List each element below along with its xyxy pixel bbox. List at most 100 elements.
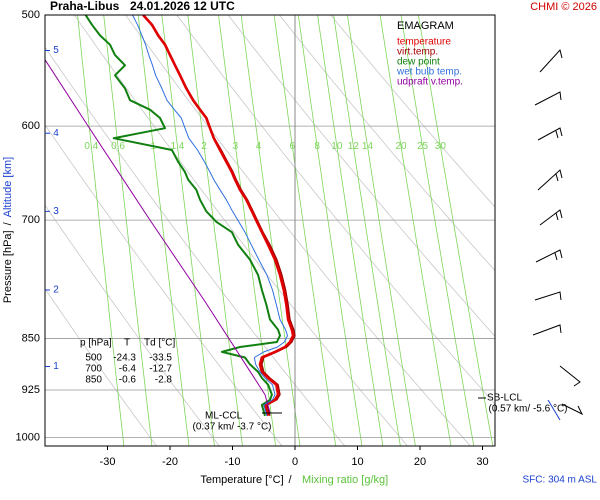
mixing-ratio-label: 25 [417,141,429,152]
mixing-ratio-line [77,15,125,446]
wind-barb [535,249,563,263]
mixing-ratio-line [347,15,416,446]
table-cell: -0.6 [119,375,137,386]
legend-title: EMAGRAM [397,20,454,32]
profile-line [142,15,295,417]
mixing-ratio-label: 8 [314,141,320,152]
x-tick-label: 10 [351,456,363,468]
x-tick-label: -30 [100,456,116,468]
mixing-ratio-line [240,15,301,446]
profiles [45,15,296,417]
mixing-ratio-label: Mixing ratio [g/kg] [302,474,388,486]
table-cell: -2.8 [155,375,173,386]
wind-barb [532,324,562,336]
altitude-label: Altitude [km] [2,157,14,218]
table-cell: 500 [85,353,102,364]
mixing-ratio-label: 6 [290,141,296,152]
x-tick-label: 20 [414,456,426,468]
mixing-ratio-label: 10 [331,141,343,152]
legend-entry: udpraft v.temp. [397,77,463,88]
mixing-ratio-line [418,15,494,446]
legend-entry: wet bulb temp. [396,67,462,78]
profile-line [84,15,281,417]
dry-adiabat [45,204,220,446]
mixing-ratio-label: 0.4 [84,141,98,152]
mixing-ratio-label: 4 [256,141,262,152]
mixing-ratio-line [317,15,384,446]
wind-barb [561,403,584,416]
y-tick-label: 600 [22,120,40,132]
y-tick-label: 700 [22,214,40,226]
table-header: T [124,338,130,349]
dry-adiabat [176,15,495,405]
y-axis-label: Pressure [hPa] / Altitude [km] [2,157,14,303]
mixing-ratio-line [187,15,243,446]
surface-note: SFC: 304 m ASL [523,475,598,486]
ml-ccl-label: ML-CCL [205,411,243,422]
mixing-ratio-line [137,15,190,446]
altitude-tick-label: 1 [53,361,59,372]
legend-entry: dew point [397,57,440,68]
date-subtitle: 24.01.2026 12 UTC [130,0,235,13]
station-title: Praha-Libus [50,0,120,13]
mixing-ratio-line [379,15,452,446]
wind-barb [537,127,563,141]
mixing-ratio-label: 14 [362,141,374,152]
wind-barb [537,169,563,191]
table-cell: 700 [85,364,102,375]
altitude-tick-label: 3 [53,206,59,217]
dry-adiabat [45,46,346,446]
dry-adiabat [45,288,157,446]
plot-frame [44,14,496,447]
dry-adiabat [74,15,408,446]
legend-entry: temperature [397,37,451,48]
altitude-tick-label: 2 [53,285,59,296]
mixing-ratio-line [297,15,363,446]
dry-adiabat [330,15,495,208]
profile-line [45,59,271,413]
y-tick-label: 850 [22,332,40,344]
mixing-ratio-line [273,15,337,446]
x-tick-label: 0 [292,456,298,468]
table-cell: -6.4 [119,364,137,375]
table-cell: -12.7 [149,364,172,375]
y-tick-label: 1000 [16,431,40,443]
mixing-ratio-label: 3 [233,141,239,152]
wind-barb [534,91,562,106]
wind-barb [539,48,563,73]
profile-line [132,15,288,416]
table-cell: -33.5 [149,353,172,364]
label-separator: / [288,474,292,486]
wind-barb [539,209,563,226]
mixing-ratio-line [400,15,475,446]
legend-entry: virt.temp. [397,47,438,58]
altitude-tick-label: 4 [53,128,59,139]
mixing-ratio-label: 20 [395,141,407,152]
mixing-ratio-label: 12 [348,141,360,152]
table-cell: -24.3 [113,353,136,364]
dry-adiabat [279,15,495,272]
mixing-ratio-label: 30 [435,141,447,152]
mixing-ratio-line [161,15,215,446]
dry-adiabat [45,124,283,446]
sb-lcl-detail: (0.57 km/ -5.6 °C) [488,404,567,415]
label-separator: / [2,221,14,225]
y-tick-label: 500 [22,9,40,21]
wind-barb [534,291,562,301]
x-tick-label: -10 [225,456,241,468]
y-tick-label: 925 [22,384,40,396]
wind-barb [559,365,581,387]
wind-barbs [532,48,584,421]
x-tick-label: -20 [162,456,178,468]
x-axis-label: Temperature [°C] [200,474,283,486]
table-header: Td [°C] [144,338,175,349]
mixing-ratio-label: 2 [201,141,207,152]
altitude-tick-label: 5 [53,45,59,56]
table-header: p [hPa] [80,338,112,349]
pressure-label: Pressure [hPa] [2,230,14,303]
mixing-ratio-label: 1.4 [170,141,184,152]
ml-ccl-detail: (0.37 km/ -3.7 °C) [192,422,271,433]
table-cell: 850 [85,375,102,386]
